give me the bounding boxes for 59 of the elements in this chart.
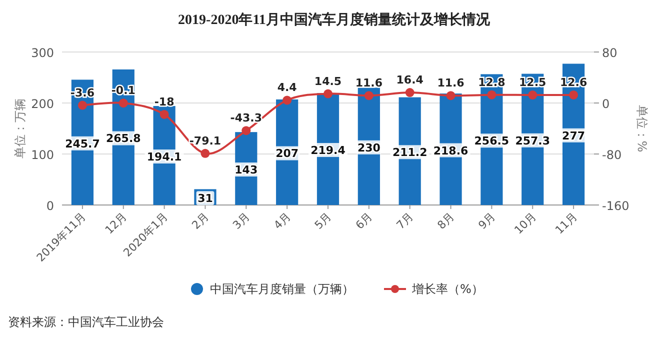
x-tick-label: 9月	[476, 210, 498, 232]
point	[78, 100, 87, 110]
y2-tick-label: -80	[602, 148, 622, 162]
data-label: 4.4	[277, 81, 298, 94]
point	[324, 89, 332, 98]
point	[160, 110, 169, 119]
data-label: 143	[234, 164, 258, 177]
x-tick-label: 10月	[512, 210, 539, 237]
y-tick-label: 300	[31, 46, 54, 60]
y2-axis-title: 单位：%	[635, 104, 649, 152]
x-tick-label: 12月	[102, 210, 130, 237]
text: 资料来源：中国汽车工业协会	[8, 315, 164, 329]
data-label: -43.3	[230, 112, 262, 125]
data-label: 211.2	[392, 146, 428, 160]
y-axis-title: 单位：万辆	[13, 98, 27, 158]
point	[282, 96, 292, 105]
point	[569, 90, 578, 100]
y2-tick-label: 80	[602, 46, 618, 60]
data-label: 277	[562, 129, 586, 142]
x-tick-label: 5月	[312, 210, 334, 232]
legend-label: 增长率（%）	[411, 282, 484, 296]
data-label: 218.6	[433, 144, 469, 158]
data-label: 257.3	[515, 134, 550, 148]
point	[446, 91, 456, 100]
x-tick-label: 7月	[394, 210, 416, 232]
y-tick-label: 0	[46, 199, 54, 213]
point	[528, 90, 538, 100]
point	[118, 98, 128, 108]
data-label: 11.6	[437, 76, 465, 90]
point	[200, 148, 210, 158]
point	[364, 91, 374, 100]
y2-tick-label: -160	[602, 199, 630, 213]
point	[487, 90, 496, 100]
data-label: 11.6	[355, 76, 383, 90]
data-label: 245.7	[65, 137, 100, 150]
data-label: 207	[276, 147, 299, 160]
data-label: -79.1	[189, 134, 222, 148]
x-tick-label: 6月	[353, 210, 376, 232]
y2-tick-label: 0	[602, 97, 610, 111]
chart-title: 2019-2020年11月中国汽车月度销量统计及增长情况	[178, 11, 491, 28]
x-tick-label: 4月	[271, 210, 294, 232]
data-label: -18	[154, 95, 174, 108]
legend-label: 中国汽车月度销量（万辆）	[210, 282, 354, 296]
data-label: 265.8	[106, 132, 141, 146]
data-label: 230	[357, 141, 381, 154]
y-tick-label: 100	[31, 148, 54, 162]
x-tick-label: 8月	[434, 210, 457, 232]
data-label: 219.4	[310, 144, 346, 158]
x-tick-label: 3月	[230, 210, 252, 232]
data-label: 31	[198, 192, 213, 206]
x-tick-label: 11月	[552, 210, 580, 237]
data-label: 14.5	[314, 74, 342, 88]
x-tick-label: 2月	[189, 210, 212, 232]
data-label: 256.5	[474, 134, 510, 148]
data-label: 16.4	[396, 74, 424, 87]
data-label: 194.1	[146, 150, 182, 164]
point	[405, 88, 414, 98]
y-tick-label: 200	[31, 97, 54, 111]
point	[242, 126, 251, 136]
